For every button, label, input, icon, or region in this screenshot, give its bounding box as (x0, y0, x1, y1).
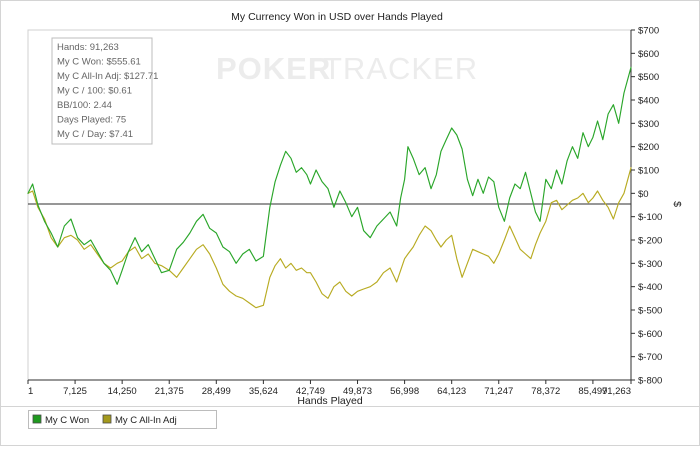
legend-swatch-my-c-won (32, 414, 42, 424)
x-tick-label: 14,250 (108, 386, 137, 397)
stat-per-100: My C / 100: $0.61 (57, 86, 132, 97)
x-axis-title: Hands Played (297, 395, 363, 407)
x-tick-label: 71,247 (484, 386, 513, 397)
x-tick-label: 85,497 (578, 386, 607, 397)
y-tick-label: $100 (638, 166, 659, 177)
y-tick-label: $600 (638, 49, 659, 60)
y-tick-label: $-700 (638, 352, 662, 363)
y-tick-label: $200 (638, 142, 659, 153)
y-tick-label: $0 (638, 189, 649, 200)
stats-box-frame (51, 37, 153, 145)
x-tick-label: 21,375 (155, 386, 184, 397)
x-tick-label: 78,372 (531, 386, 560, 397)
stat-won: My C Won: $555.61 (57, 57, 141, 68)
y-tick-label: $-300 (638, 259, 662, 270)
x-tick-label: 91,263 (602, 386, 631, 397)
stat-per-day: My C / Day: $7.41 (57, 129, 133, 140)
y-tick-label: $-200 (638, 236, 662, 247)
series-layer (27, 66, 632, 309)
legend-label-my-c-won: My C Won (45, 415, 89, 426)
x-tick-label: 1 (28, 386, 33, 397)
legend: My C Won My C All-In Adj (28, 410, 217, 429)
poker-tracker-watermark: POKER TRACKER (216, 51, 478, 86)
y-tick-label: $-800 (638, 376, 662, 387)
y-tick-label: $300 (638, 119, 659, 130)
y-tick-label: $-100 (638, 212, 662, 223)
x-tick-label: 56,998 (390, 386, 419, 397)
x-tick-label: 42,749 (296, 386, 325, 397)
y-tick-label: $400 (638, 96, 659, 107)
chart-title: My Currency Won in USD over Hands Played (231, 11, 443, 23)
x-tick-label: 7,125 (63, 386, 87, 397)
legend-swatch-my-c-all-in-adj (102, 414, 112, 424)
stat-bb-100: BB/100: 2.44 (57, 100, 112, 111)
y-axis-title: $ (671, 201, 683, 207)
stats-box: Hands: 91,263 My C Won: $555.61 My C All… (51, 37, 158, 145)
stat-hands: Hands: 91,263 (57, 42, 119, 53)
x-axis-ticks: 1 7,125 14,250 21,375 28,499 35,624 42,749 49,8… (27, 380, 632, 397)
watermark-part-1: POKER (216, 51, 331, 86)
y-tick-label: $-600 (638, 329, 662, 340)
legend-frame (28, 410, 217, 429)
series-line-my-c-all-in-adj (27, 167, 632, 309)
series-line-my-c-won (27, 66, 632, 285)
watermark-part-2: TRACKER (323, 51, 478, 86)
x-tick-label: 64,123 (437, 386, 466, 397)
y-tick-label: $500 (638, 72, 659, 83)
y-tick-label: $-400 (638, 282, 662, 293)
x-tick-label: 28,499 (202, 386, 231, 397)
x-tick-label: 49,873 (343, 386, 372, 397)
stat-all-in-adj: My C All-In Adj: $127.71 (57, 71, 158, 82)
x-tick-label: 35,624 (249, 386, 278, 397)
y-axis-ticks: $700 $600 $500 $400 $300 $200 $100 $0 $-100 $-200… (631, 26, 662, 387)
legend-label-my-c-all-in-adj: My C All-In Adj (115, 415, 177, 426)
stat-days-played: Days Played: 75 (57, 115, 126, 126)
y-tick-label: $-500 (638, 306, 662, 317)
y-tick-label: $700 (638, 26, 659, 37)
